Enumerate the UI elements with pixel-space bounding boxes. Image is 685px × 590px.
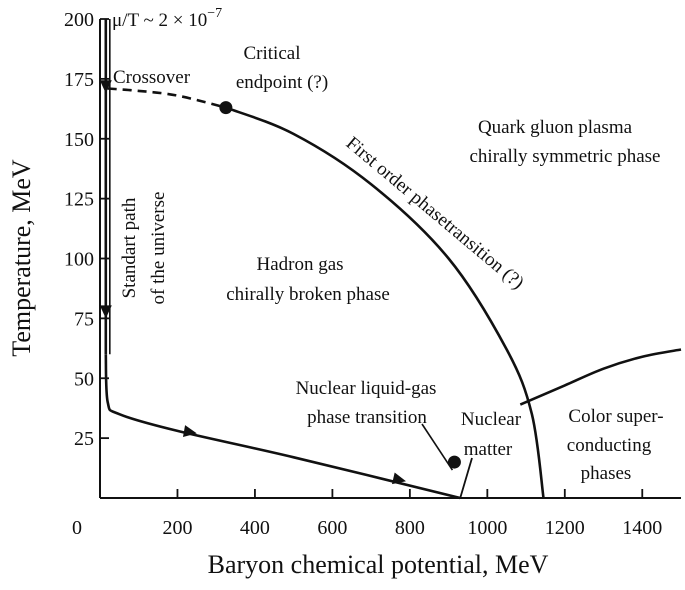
x-tick-label: 200 <box>162 517 192 539</box>
x-tick-label: 400 <box>240 517 270 539</box>
path-arrow-top <box>99 80 112 94</box>
path-label-line2: of the universe <box>148 192 169 305</box>
ratio-annotation: μ/T ~ 2 × 10−7 <box>112 6 222 31</box>
path-label-line1: Standart path <box>119 197 140 298</box>
critical-label-line2: endpoint (?) <box>236 72 328 93</box>
path-arrow-lower-right <box>391 472 406 485</box>
axes: 0 200 400 600 800 1000 1200 1400 25 50 75 100 125 150… <box>64 9 681 539</box>
y-tick-label: 150 <box>64 129 94 151</box>
color-label-line1: Color super- <box>568 406 663 427</box>
color-label-line3: phases <box>581 463 632 484</box>
path-arrow-lower-left <box>182 425 197 437</box>
crossover-line <box>107 87 227 109</box>
crossover-label: Crossover <box>113 67 191 88</box>
path-arrow-middle <box>99 305 112 319</box>
nuclear-matter-label-line1: Nuclear <box>461 409 522 430</box>
y-tick-label: 200 <box>64 9 94 31</box>
hadron-label-line2: chirally broken phase <box>226 284 390 305</box>
y-tick-label: 100 <box>64 249 94 271</box>
x-tick-label: 1000 <box>467 517 507 539</box>
nuclear-matter-label-line2: matter <box>464 439 513 460</box>
critical-label-line1: Critical <box>244 43 301 64</box>
x-tick-label: 0 <box>72 517 82 539</box>
x-axis-title: Baryon chemical potential, MeV <box>208 550 549 579</box>
y-axis-title: Temperature, MeV <box>7 159 36 357</box>
x-tick-label: 800 <box>395 517 425 539</box>
critical-endpoint-dot <box>219 101 233 115</box>
ratio-prefix: μ/T ~ 2 × 10 <box>112 10 207 31</box>
y-tick-label: 175 <box>64 69 94 91</box>
first-order-line <box>225 106 545 499</box>
x-tick-label: 1400 <box>622 517 662 539</box>
y-tick-label: 75 <box>74 308 94 330</box>
nuclear-matter-leader <box>459 457 473 499</box>
x-tick-label: 600 <box>317 517 347 539</box>
curves <box>99 19 682 500</box>
liquid-gas-leader <box>421 423 454 471</box>
universe-path-curve <box>104 354 461 500</box>
color-label-line2: conducting <box>567 435 652 456</box>
liquid-gas-label-line2: phase transition <box>307 407 427 428</box>
ratio-exponent: −7 <box>207 6 222 21</box>
hadron-label-line1: Hadron gas <box>256 254 343 275</box>
color-superconducting-boundary <box>519 348 682 406</box>
liquid-gas-label-line1: Nuclear liquid-gas <box>296 378 437 399</box>
x-tick-label: 1200 <box>545 517 585 539</box>
qgp-label-line1: Quark gluon plasma <box>478 117 633 138</box>
liquid-gas-dot <box>447 455 461 469</box>
y-tick-label: 50 <box>74 368 94 390</box>
y-tick-label: 25 <box>74 428 94 450</box>
y-tick-label: 125 <box>64 189 94 211</box>
qgp-label-line2: chirally symmetric phase <box>470 146 661 167</box>
